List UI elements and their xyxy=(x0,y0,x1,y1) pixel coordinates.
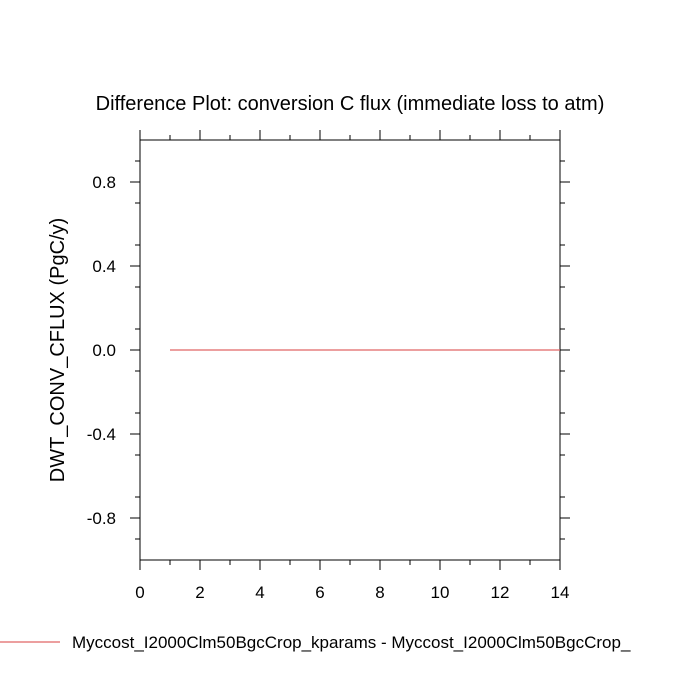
chart-title: Difference Plot: conversion C flux (imme… xyxy=(96,93,605,115)
axis-tick-labels: 0 2 4 6 8 10 12 14 -0.8 -0.4 0.0 0.4 0.8 xyxy=(87,173,570,602)
y-axis-label: DWT_CONV_CFLUX (PgC/y) xyxy=(47,218,69,482)
y-tick-label: 0.8 xyxy=(92,173,116,192)
y-tick-label: -0.4 xyxy=(87,425,116,444)
x-tick-label: 14 xyxy=(551,583,570,602)
axis-ticks xyxy=(130,130,570,570)
y-tick-label: 0.0 xyxy=(92,341,116,360)
x-tick-label: 6 xyxy=(315,583,324,602)
x-tick-label: 10 xyxy=(431,583,450,602)
y-tick-label: 0.4 xyxy=(92,257,116,276)
x-tick-label: 12 xyxy=(491,583,510,602)
y-tick-label: -0.8 xyxy=(87,509,116,528)
legend-label: Myccost_I2000Clm50BgcCrop_kparams - Mycc… xyxy=(72,633,631,652)
x-tick-label: 4 xyxy=(255,583,264,602)
x-tick-label: 0 xyxy=(135,583,144,602)
x-tick-label: 8 xyxy=(375,583,384,602)
legend: Myccost_I2000Clm50BgcCrop_kparams - Mycc… xyxy=(0,633,631,652)
x-tick-label: 2 xyxy=(195,583,204,602)
